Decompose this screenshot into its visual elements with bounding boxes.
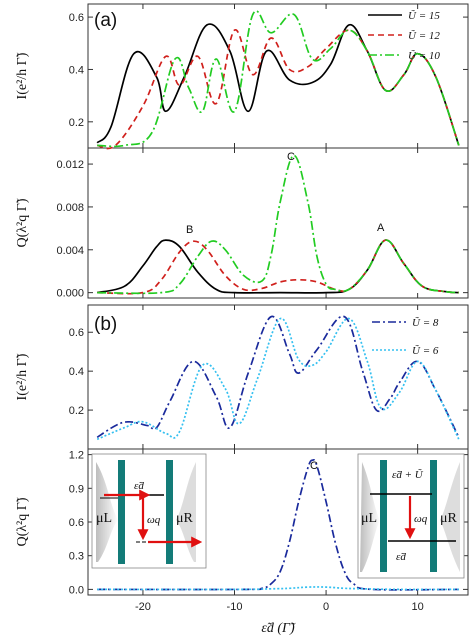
inset-right-barrier-1 — [380, 460, 387, 572]
ytick-label-3-3: 0.9 — [69, 483, 84, 495]
ytick-label-3-1: 0.3 — [69, 551, 84, 563]
legend-b-label-1: Ũ = 8 — [412, 317, 439, 329]
series-line-0-2 — [97, 10, 460, 148]
annotation-B: B — [186, 224, 193, 236]
series-line-2-0 — [96, 315, 460, 439]
legend-a: Ũ = 15 Ũ = 12 Ũ = 10 — [368, 10, 440, 62]
plot-frame-b-upper — [87, 304, 469, 450]
ytick-label-0-0: 0.2 — [69, 117, 84, 129]
legend-a-label-2: Ũ = 12 — [408, 30, 440, 42]
series-line-3-0 — [97, 458, 459, 591]
xtick-label-1: -10 — [227, 601, 243, 613]
ylabel-a-upper: I(e²/h Γ̃) — [15, 52, 30, 99]
inset-left-lead-shade — [96, 462, 118, 562]
inset-left-level-label: ε̃d — [134, 480, 144, 492]
ytick-label-0-2: 0.6 — [69, 12, 84, 24]
plot-frame-a-upper — [87, 3, 469, 149]
annotation-A: A — [377, 222, 385, 234]
inset-left-mu-l: μL — [96, 511, 112, 526]
inset-left: ε̃d μL μR ωq — [91, 453, 207, 569]
inset-left-barrier-2 — [166, 460, 173, 564]
ytick-label-3-0: 0.0 — [69, 584, 84, 596]
inset-right: ε̃d + Ũ ωq ε̃d μL μR — [357, 453, 465, 579]
legend-b-label-2: Ũ = 6 — [412, 345, 439, 357]
panel-label-a: (a) — [94, 10, 117, 31]
inset-right-barrier-2 — [430, 460, 437, 572]
series-line-3-1 — [97, 586, 459, 591]
inset-left-barrier-1 — [118, 460, 125, 564]
xtick-label-2: 0 — [323, 601, 329, 613]
ytick-label-1-1: 0.004 — [56, 245, 84, 257]
legend-a-label-3: Ũ = 10 — [408, 50, 440, 62]
series-line-2-1 — [96, 317, 460, 441]
ytick-label-3-4: 1.2 — [69, 450, 84, 462]
ytick-label-2-0: 0.2 — [69, 405, 84, 417]
series-line-1-1 — [97, 239, 459, 295]
ytick-label-1-2: 0.008 — [56, 202, 84, 214]
inset-right-level-bottom-label: ε̃d — [396, 551, 406, 563]
axes-layer: 0.2 0.4 0.6 0.000 0.004 0.008 0.012 0.2 0.4 0.6 0.… — [56, 4, 468, 613]
series-line-1-2 — [97, 154, 459, 295]
ylabel-b-upper: I(e²/h Γ̃) — [15, 353, 30, 400]
legend-b: Ũ = 8 Ũ = 6 — [372, 317, 439, 357]
xlabel: ε̃d (Γ̃) — [261, 621, 296, 636]
xtick-label-3: 10 — [412, 601, 424, 613]
inset-right-omega: ωq — [414, 513, 428, 525]
annotation-C-b: C — [310, 460, 318, 472]
series-line-1-0 — [97, 239, 459, 294]
legend-a-label-1: Ũ = 15 — [408, 10, 440, 22]
inset-left-mu-r: μR — [176, 511, 194, 526]
ylabel-a-lower: Q(λ²q Γ̃) — [15, 198, 30, 247]
inset-right-lead-shade — [360, 462, 380, 572]
ylabel-b-lower: Q(λ²q Γ̃) — [15, 497, 30, 546]
inset-right-level-top-label: ε̃d + Ũ — [392, 469, 424, 481]
inset-right-mu-l: μL — [361, 511, 377, 526]
ytick-label-1-3: 0.012 — [56, 159, 84, 171]
series-line-0-1 — [97, 29, 460, 150]
annotation-C: C — [287, 151, 295, 163]
ytick-label-3-2: 0.6 — [69, 517, 84, 529]
inset-right-mu-r: μR — [440, 511, 458, 526]
inset-left-omega: ωq — [147, 514, 161, 526]
ytick-label-2-2: 0.6 — [69, 327, 84, 339]
panel-label-b: (b) — [94, 314, 117, 335]
inset-left-right-shade — [176, 462, 196, 562]
xtick-label-0: -20 — [135, 601, 151, 613]
curves-layer — [96, 10, 460, 591]
ytick-label-1-0: 0.000 — [56, 288, 84, 300]
ytick-label-0-1: 0.4 — [69, 64, 84, 76]
plot-frame-a-lower — [87, 147, 469, 299]
inset-right-right-shade — [440, 462, 460, 572]
ytick-label-2-1: 0.4 — [69, 366, 84, 378]
